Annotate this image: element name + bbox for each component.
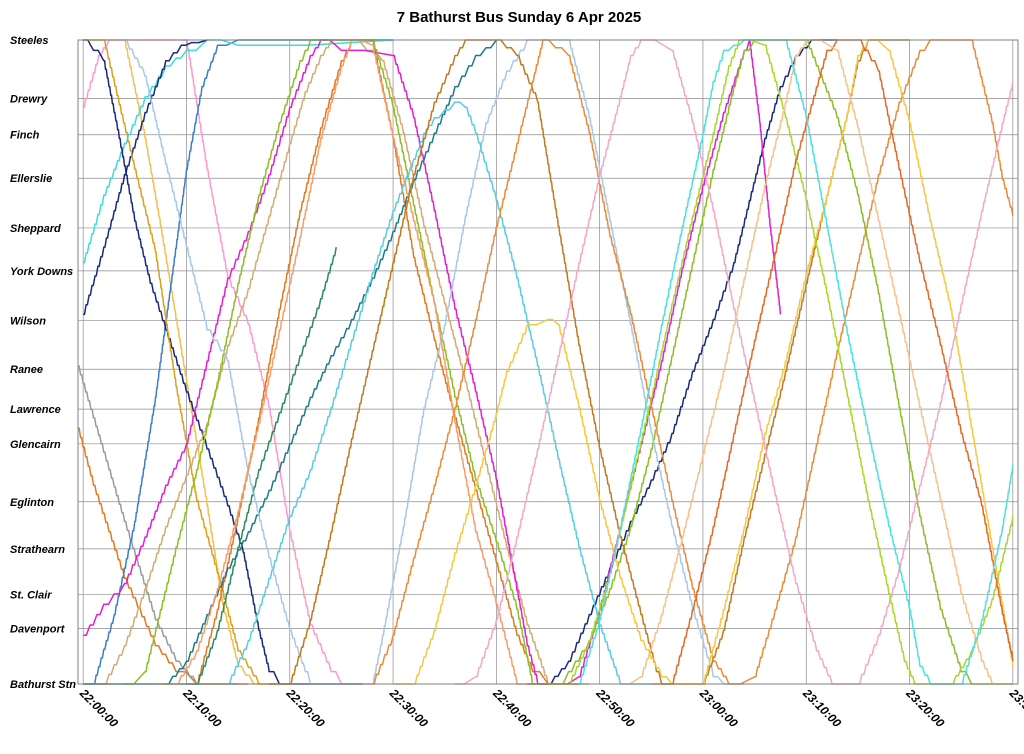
- trip-line: [78, 427, 249, 685]
- stop-label: Wilson: [10, 316, 46, 328]
- time-tick-label: 22:20:00: [283, 686, 328, 731]
- stop-label: Ellerslie: [10, 173, 52, 185]
- trip-line: [186, 39, 579, 685]
- chart-title: 7 Bathurst Bus Sunday 6 Apr 2025: [397, 9, 642, 26]
- stop-label: Drewry: [10, 93, 48, 105]
- trip-line: [155, 39, 538, 685]
- stop-label: Lawrence: [10, 404, 61, 416]
- grid-lines: [78, 39, 1018, 685]
- trip-line: [124, 39, 745, 685]
- trip-line: [620, 39, 1013, 685]
- time-tick-label: 23:20:00: [903, 686, 948, 731]
- trip-line: [651, 39, 1014, 685]
- trip-line: [78, 365, 239, 685]
- stop-label: Eglinton: [10, 497, 54, 509]
- time-tick-label: 22:40:00: [490, 686, 535, 731]
- time-tick-labels: 22:00:00 22:10:00 22:20:00 22:30:00 22:40:00…: [76, 686, 1024, 731]
- stop-label: Bathurst Stn: [10, 679, 76, 691]
- trip-lines: [78, 39, 1014, 685]
- time-tick-label: 23:00:00: [696, 686, 741, 731]
- stop-labels: Steeles Drewry Finch Ellerslie Sheppard York …: [10, 35, 76, 691]
- trip-line: [83, 39, 363, 685]
- trip-line: [83, 39, 782, 685]
- trip-line: [83, 39, 373, 685]
- trip-line: [165, 246, 337, 685]
- trip-line: [372, 39, 1014, 685]
- time-tick-label: 23:10:00: [799, 686, 844, 731]
- stop-label: Davenport: [10, 624, 66, 636]
- time-tick-label: 22:50:00: [593, 686, 638, 731]
- trip-line: [269, 39, 910, 685]
- stop-label: Finch: [10, 130, 40, 142]
- trip-line: [83, 39, 498, 685]
- stop-label: Steeles: [10, 35, 49, 47]
- trip-line: [83, 39, 394, 685]
- trip-line: [393, 39, 1014, 685]
- stop-label: York Downs: [10, 266, 73, 278]
- stop-label: Sheppard: [10, 223, 61, 235]
- trip-line: [579, 39, 1014, 685]
- time-tick-label: 22:00:00: [76, 686, 121, 731]
- trip-line: [83, 39, 394, 264]
- trip-line: [227, 101, 652, 685]
- stop-label: Ranee: [10, 364, 43, 376]
- trip-line: [548, 39, 1014, 685]
- time-tick-label: 22:30:00: [386, 686, 431, 731]
- trip-line: [83, 39, 208, 316]
- stop-label: Glencairn: [10, 439, 61, 451]
- trip-line: [455, 39, 1014, 685]
- time-tick-label: 22:10:00: [180, 686, 225, 731]
- time-tick-label: 23:30:00: [1006, 686, 1024, 731]
- trip-line: [527, 39, 838, 685]
- stop-label: Strathearn: [10, 544, 65, 556]
- stop-label: St. Clair: [10, 589, 52, 601]
- plot-area: [77, 39, 1019, 685]
